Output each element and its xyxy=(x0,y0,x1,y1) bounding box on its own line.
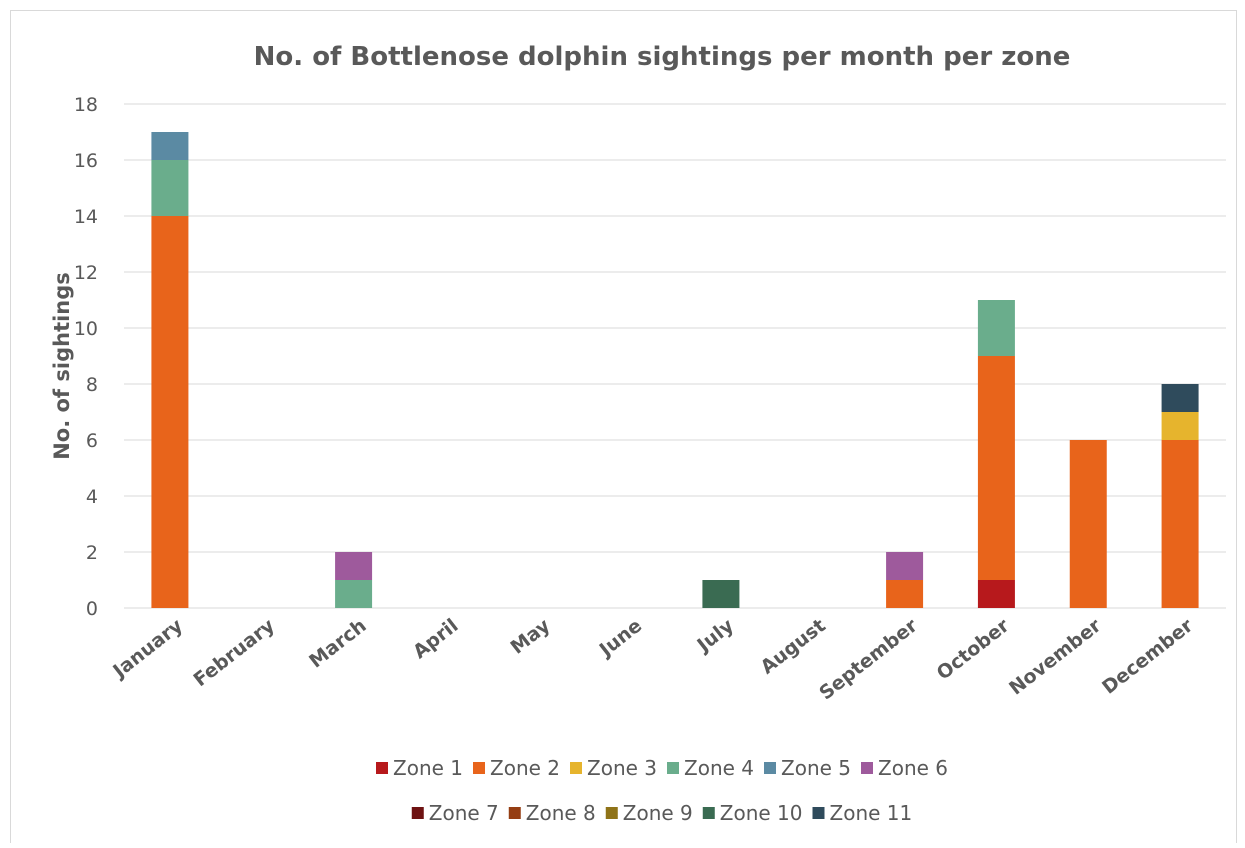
bar-segment xyxy=(151,160,189,216)
legend-label: Zone 3 xyxy=(587,756,657,780)
legend-label: Zone 7 xyxy=(429,801,499,825)
y-tick-label: 14 xyxy=(74,206,98,228)
y-tick-label: 18 xyxy=(74,94,98,116)
bar-segment xyxy=(977,356,1015,580)
y-tick-label: 2 xyxy=(86,542,98,564)
chart-frame: No. of Bottlenose dolphin sightings per … xyxy=(10,10,1237,843)
bar-segment xyxy=(335,552,373,580)
legend-swatch xyxy=(812,807,825,819)
legend-label: Zone 8 xyxy=(526,801,596,825)
legend-swatch xyxy=(667,762,679,774)
legend-label: Zone 6 xyxy=(878,756,948,780)
legend-swatch xyxy=(411,807,424,819)
legend-item: Zone 6 xyxy=(861,756,948,780)
legend-item: Zone 10 xyxy=(702,801,803,825)
bar-segment xyxy=(1161,440,1199,608)
x-tick-label: January xyxy=(108,614,188,683)
x-tick-label: June xyxy=(594,615,646,663)
legend-swatch xyxy=(508,807,521,819)
y-tick-label: 6 xyxy=(86,430,98,452)
legend-label: Zone 11 xyxy=(830,801,913,825)
x-tick-label: April xyxy=(409,615,462,664)
legend-swatch xyxy=(376,762,388,774)
y-tick-label: 0 xyxy=(86,598,98,620)
bar-segment xyxy=(1069,440,1107,608)
bar-segment xyxy=(886,552,924,580)
x-tick-label: February xyxy=(189,614,279,691)
legend-item: Zone 3 xyxy=(570,756,657,780)
legend-label: Zone 5 xyxy=(781,756,851,780)
legend-label: Zone 1 xyxy=(393,756,463,780)
legend-label: Zone 4 xyxy=(684,756,754,780)
legend-swatch xyxy=(605,807,618,819)
x-tick-label: August xyxy=(757,615,830,679)
x-tick-label: October xyxy=(933,614,1014,684)
bar-segment xyxy=(151,132,189,160)
legend-item: Zone 1 xyxy=(376,756,463,780)
legend: Zone 1 Zone 2 Zone 3 Zone 4 Zone 5 Zone 6 Zone… xyxy=(376,756,948,825)
chart-svg: No. of Bottlenose dolphin sightings per … xyxy=(50,42,1226,825)
bar-segment xyxy=(1161,384,1199,412)
legend-item: Zone 8 xyxy=(508,801,596,825)
legend-label: Zone 2 xyxy=(490,756,560,780)
y-axis-label: No. of sightings xyxy=(50,272,74,460)
legend-label: Zone 10 xyxy=(720,801,803,825)
y-tick-labels: 0 2 4 6 8 10 12 14 16 18 xyxy=(74,94,98,620)
legend-item: Zone 9 xyxy=(605,801,693,825)
x-tick-label: May xyxy=(506,614,554,659)
x-tick-label: September xyxy=(815,614,922,704)
legend-item: Zone 2 xyxy=(473,756,560,780)
bar-segment xyxy=(886,580,924,608)
legend-swatch xyxy=(570,762,582,774)
y-tick-label: 8 xyxy=(86,374,98,396)
legend-item: Zone 4 xyxy=(667,756,754,780)
x-tick-label: November xyxy=(1005,614,1106,699)
bar-segment xyxy=(977,300,1015,356)
x-tick-label: December xyxy=(1098,614,1198,698)
legend-label: Zone 9 xyxy=(623,801,693,825)
legend-item: Zone 5 xyxy=(764,756,851,780)
legend-item: Zone 7 xyxy=(411,801,499,825)
bars xyxy=(151,132,1199,608)
y-tick-label: 12 xyxy=(74,262,98,284)
x-tick-labels: January February March April May June July Augu… xyxy=(108,614,1198,704)
legend-swatch xyxy=(861,762,873,774)
y-tick-label: 10 xyxy=(74,318,98,340)
x-tick-label: March xyxy=(305,615,370,673)
legend-swatch xyxy=(702,807,715,819)
bar-segment xyxy=(1161,412,1199,440)
y-tick-label: 16 xyxy=(74,150,98,172)
y-tick-label: 4 xyxy=(86,486,98,508)
legend-item: Zone 11 xyxy=(812,801,913,825)
bar-segment xyxy=(977,580,1015,608)
legend-swatch xyxy=(473,762,485,774)
bar-segment xyxy=(335,580,373,608)
gridlines xyxy=(124,103,1226,609)
x-tick-label: July xyxy=(692,614,739,657)
bar-segment xyxy=(702,580,740,608)
bar-segment xyxy=(151,216,189,608)
legend-swatch xyxy=(764,762,776,774)
chart-title: No. of Bottlenose dolphin sightings per … xyxy=(254,42,1071,72)
